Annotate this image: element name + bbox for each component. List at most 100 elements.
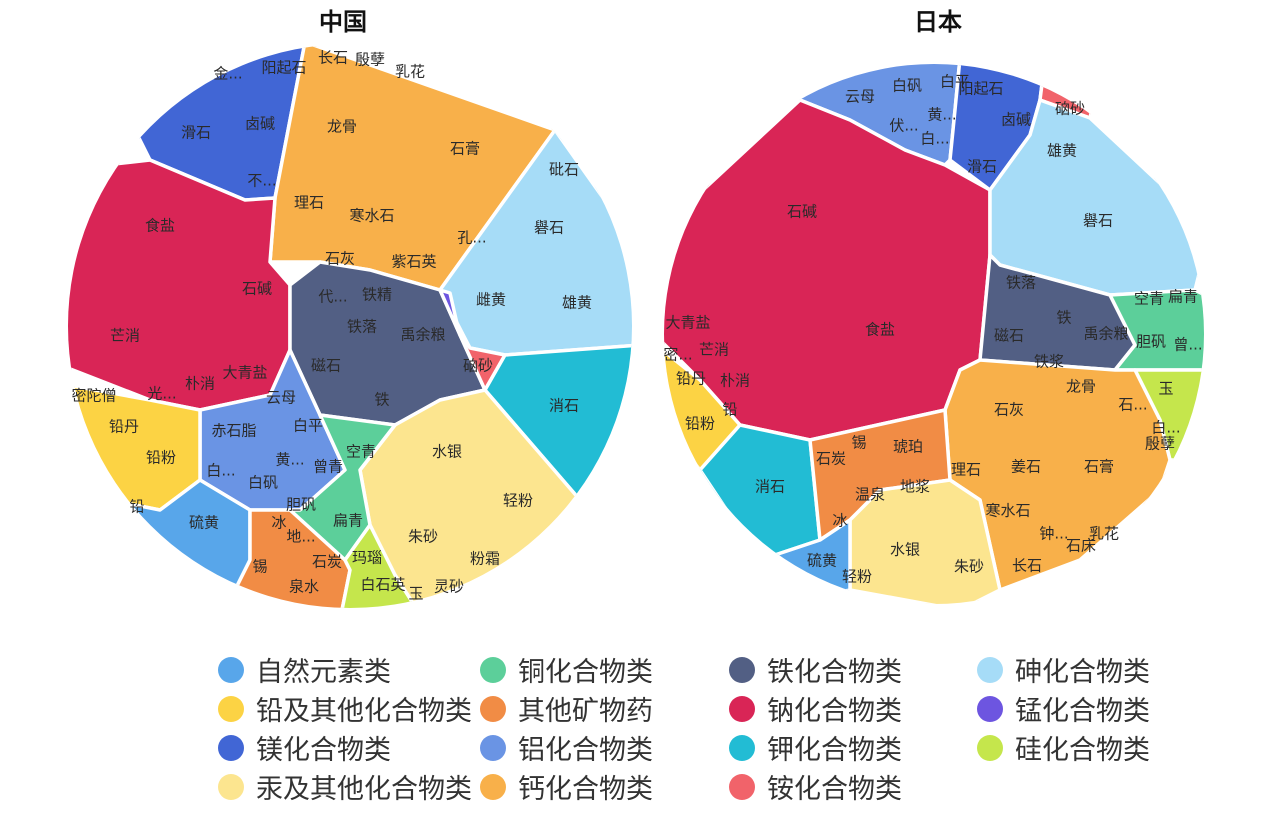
china-label: 礜石	[534, 219, 564, 237]
legend-label: 钙化合物类	[518, 774, 653, 805]
japan-label: 滑石	[967, 158, 997, 176]
china-label: 食盐	[145, 217, 175, 235]
china-label: 灵砂	[434, 578, 464, 596]
china-label: 寒水石	[349, 207, 394, 225]
japan-label: 黄...	[927, 106, 956, 124]
legend-swatch	[218, 773, 244, 800]
china-label: 铅	[129, 498, 144, 516]
japan-label: 铁落	[1006, 274, 1036, 292]
legend-item[interactable]: 铅及其他化合物类	[218, 689, 480, 728]
japan-label: 冰	[832, 512, 847, 530]
legend-item[interactable]: 汞及其他化合物类	[218, 767, 480, 806]
china-label: 金...	[213, 65, 242, 83]
china-label: 石灰	[325, 250, 355, 268]
japan-label: 地浆	[900, 478, 930, 496]
legend-item[interactable]: 铁化合物类	[729, 650, 977, 689]
legend-swatch	[729, 773, 755, 800]
legend-item[interactable]: 硅化合物类	[977, 728, 1217, 767]
china-label: 砒石	[549, 161, 579, 179]
legend-item[interactable]: 锰化合物类	[977, 689, 1217, 728]
japan-label: 殷孽	[1145, 435, 1175, 453]
japan-label: 铅	[722, 401, 737, 419]
japan-label: 密...	[663, 346, 692, 364]
china-label: 白矾	[248, 474, 278, 492]
china-label: 卤碱	[245, 115, 275, 133]
japan-label: 石灰	[994, 401, 1024, 419]
japan-label: 雄黄	[1047, 142, 1077, 160]
legend-item[interactable]: 铜化合物类	[480, 650, 729, 689]
legend-item[interactable]: 其他矿物药	[480, 689, 729, 728]
japan-label: 温泉	[855, 486, 885, 504]
china-label: 硇砂	[463, 357, 493, 375]
china-label: 雄黄	[562, 294, 592, 312]
japan-label: 云母	[845, 88, 875, 106]
legend-swatch	[729, 656, 755, 683]
legend-swatch	[729, 734, 755, 761]
legend-label: 钠化合物类	[767, 696, 902, 727]
legend-item[interactable]: 钠化合物类	[729, 689, 977, 728]
legend-swatch	[977, 656, 1003, 683]
legend-label: 铁化合物类	[767, 657, 902, 688]
legend-item[interactable]: 自然元素类	[218, 650, 480, 689]
legend-label: 硅化合物类	[1015, 735, 1150, 766]
japan-label: 白...	[1151, 419, 1180, 437]
japan-label: 理石	[951, 461, 981, 479]
china-label: 粉霜	[470, 550, 500, 568]
japan-label: 寒水石	[985, 502, 1030, 520]
legend-swatch	[480, 773, 506, 800]
japan-cell-12	[848, 478, 1002, 604]
china-label: 石炭	[312, 553, 342, 571]
china-label: 殷孽	[355, 51, 385, 69]
china-label: 阳起石	[261, 59, 306, 77]
japan-label: 水银	[890, 541, 920, 559]
china-label: 石碱	[242, 280, 272, 298]
japan-label: 铁浆	[1034, 353, 1064, 371]
legend-swatch	[480, 695, 506, 722]
legend-item[interactable]: 砷化合物类	[977, 650, 1217, 689]
china-label: 紫石英	[391, 253, 436, 271]
legend-swatch	[218, 695, 244, 722]
chart-title-china: 中国	[319, 7, 367, 36]
legend-item[interactable]: 铵化合物类	[729, 767, 977, 806]
legend-label: 铜化合物类	[518, 657, 653, 688]
legend-item[interactable]: 钾化合物类	[729, 728, 977, 767]
china-label: 玛瑙	[352, 549, 382, 567]
china-label: 轻粉	[503, 492, 533, 510]
china-label: 朱砂	[408, 528, 438, 546]
china-label: 泉水	[289, 578, 319, 596]
legend-swatch	[480, 656, 506, 683]
japan-label: 白...	[920, 130, 949, 148]
legend-item[interactable]: 镁化合物类	[218, 728, 480, 767]
japan-label: 石...	[1118, 396, 1147, 414]
japan-label: 阳起石	[958, 80, 1003, 98]
japan-label: 钟...	[1039, 525, 1068, 543]
legend-label: 铵化合物类	[767, 774, 902, 805]
legend-item[interactable]: 铝化合物类	[480, 728, 729, 767]
japan-label: 琥珀	[893, 438, 923, 456]
legend-item[interactable]: 钙化合物类	[480, 767, 729, 806]
china-label: 乳花	[395, 63, 425, 81]
legend-row: 汞及其他化合物类 钙化合物类 铵化合物类	[218, 767, 1278, 806]
china-label: 铁精	[362, 286, 392, 304]
japan-label: 姜石	[1011, 458, 1041, 476]
china-label: 扁青	[333, 512, 363, 530]
voronoi-chart-japan	[664, 64, 1204, 604]
japan-label: 铁	[1056, 309, 1071, 327]
japan-label: 龙骨	[1066, 378, 1096, 396]
japan-label: 芒消	[699, 341, 729, 359]
china-label: 白...	[206, 462, 235, 480]
japan-label: 硇砂	[1055, 100, 1085, 118]
chart-title-japan: 日本	[914, 7, 962, 36]
china-label: 朴消	[185, 375, 215, 393]
china-label: 长石	[318, 49, 348, 67]
japan-label: 磁石	[994, 327, 1024, 345]
china-label: 胆矾	[286, 496, 316, 514]
china-label: 代...	[318, 288, 347, 306]
japan-label: 长石	[1012, 557, 1042, 575]
legend-swatch	[729, 695, 755, 722]
china-label: 孔...	[457, 229, 486, 247]
japan-label: 伏...	[889, 117, 918, 135]
china-label: 芒消	[110, 327, 140, 345]
legend-swatch	[218, 734, 244, 761]
